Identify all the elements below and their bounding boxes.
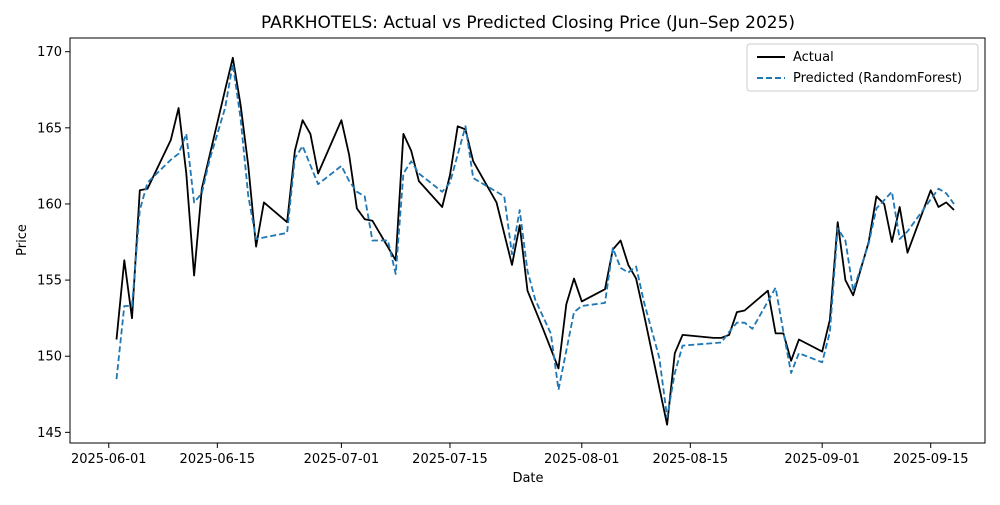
plot-background	[70, 38, 985, 443]
legend-label-predicted: Predicted (RandomForest)	[793, 71, 962, 86]
legend: Actual Predicted (RandomForest)	[746, 43, 979, 92]
x-tick-label: 2025-07-01	[304, 452, 380, 467]
chart-title: PARKHOTELS: Actual vs Predicted Closing …	[261, 13, 795, 33]
x-tick-label: 2025-08-01	[544, 452, 620, 467]
series-line-predicted	[115, 63, 955, 419]
y-tick-label: 170	[37, 45, 62, 60]
x-axis: 2025-06-01 2025-06-15 2025-07-01 2025-07-15…	[71, 443, 969, 467]
x-tick-label: 2025-06-01	[71, 452, 147, 467]
x-tick-label: 2025-07-15	[412, 452, 488, 467]
y-tick-label: 165	[37, 121, 62, 136]
y-axis-label: Price	[15, 224, 30, 256]
y-tick-label: 155	[37, 274, 62, 289]
y-tick-label: 145	[37, 426, 62, 441]
x-tick-label: 2025-09-01	[784, 452, 860, 467]
plot-area	[70, 38, 985, 443]
y-tick-label: 150	[37, 350, 62, 365]
x-tick-label: 2025-08-15	[653, 452, 729, 467]
plot-frame	[69, 37, 986, 444]
series-layer	[115, 56, 955, 426]
y-tick-label: 160	[37, 197, 62, 212]
x-tick-label: 2025-06-15	[180, 452, 256, 467]
x-axis-label: Date	[512, 471, 543, 486]
x-tick-label: 2025-09-15	[893, 452, 969, 467]
y-axis: 145 150 155 160 165 170	[37, 45, 70, 441]
legend-box	[746, 43, 979, 92]
legend-label-actual: Actual	[793, 50, 834, 65]
